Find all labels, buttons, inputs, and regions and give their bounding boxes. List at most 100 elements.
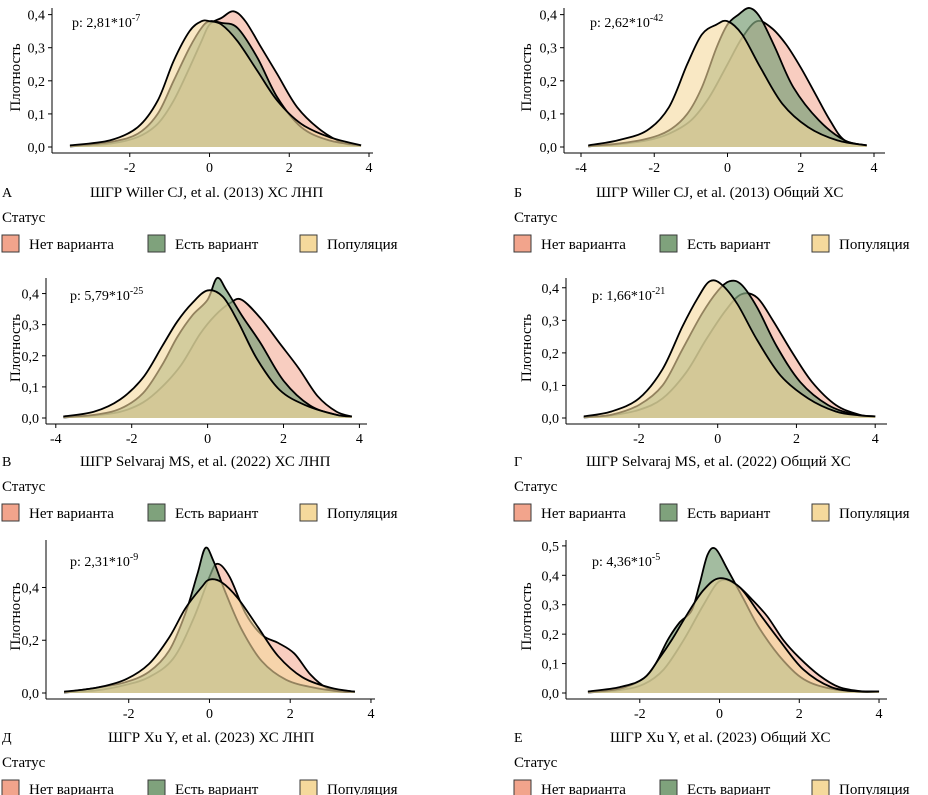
y-tick-label: 0,3 — [540, 42, 558, 57]
y-tick-label: 0,4 — [22, 288, 40, 303]
legend-key-2 — [659, 234, 678, 253]
p-value-base: p: 4,36*10 — [592, 555, 652, 570]
legend-label-3: Популяция — [327, 782, 398, 795]
panel-letter: Д — [2, 731, 12, 746]
p-value-exponent: -7 — [132, 13, 140, 24]
legend-1: Статус Нет варианта Есть вариант Популяция — [1, 210, 398, 253]
x-tick-label: 2 — [286, 161, 293, 176]
x-tick-label: 0 — [206, 707, 213, 722]
legend-label-1: Нет варианта — [541, 237, 626, 253]
y-tick-label: 0,1 — [542, 379, 560, 394]
legend-6: Статус Нет варианта Есть вариант Популяция — [513, 755, 910, 795]
x-tick-label: 0 — [206, 161, 213, 176]
legend-key-1 — [1, 779, 20, 795]
legend-label-3: Популяция — [839, 782, 910, 795]
y-tick-label: 0,1 — [28, 108, 46, 123]
y-axis-label: Плотность — [8, 43, 24, 111]
y-tick-label: 0,2 — [542, 628, 560, 643]
y-tick-label: 0,2 — [540, 75, 558, 90]
y-tick-label: 0,4 — [28, 9, 46, 24]
legend-label-3: Популяция — [327, 506, 398, 522]
y-tick-label: 0,0 — [542, 412, 560, 427]
density-line-4-1 — [583, 279, 876, 418]
legend-2: Статус Нет варианта Есть вариант Популяция — [513, 210, 910, 253]
x-tick-label: 4 — [871, 161, 878, 176]
y-tick-label: 0,3 — [542, 314, 560, 329]
y-tick-label: 0,2 — [22, 350, 40, 365]
x-tick-label: -2 — [634, 707, 646, 722]
legend-key-3 — [299, 234, 318, 253]
y-tick-label: 0,3 — [22, 319, 40, 334]
x-tick-label: -4 — [50, 432, 62, 447]
legend-3: Статус Нет варианта Есть вариант Популяция — [1, 479, 398, 522]
x-tick-label: 2 — [287, 707, 294, 722]
legend-key-3 — [811, 503, 830, 522]
legend-key-2 — [659, 503, 678, 522]
legend-title: Статус — [514, 755, 558, 771]
y-tick-label: 0,1 — [540, 108, 558, 123]
y-axis-label: Плотность — [519, 43, 535, 111]
legend-key-3 — [299, 503, 318, 522]
legend-key-2 — [659, 779, 678, 795]
legend-label-3: Популяция — [839, 506, 910, 522]
legend-title: Статус — [514, 210, 558, 226]
p-value-exponent: -9 — [130, 552, 138, 563]
legend-label-1: Нет варианта — [541, 506, 626, 522]
x-tick-label: 0 — [716, 707, 723, 722]
legend-key-3 — [299, 779, 318, 795]
x-axis-label: ШГР Selvaraj MS, et al. (2022) Общий ХС — [586, 454, 851, 470]
legend-5: Статус Нет варианта Есть вариант Популяция — [1, 755, 398, 795]
x-tick-label: 0 — [724, 161, 731, 176]
chart-panel-4: 0,0 0,1 0,2 0,3 0,4 -2 0 2 4 Плотность Г ШГР Selvar… — [514, 278, 887, 470]
x-tick-label: 4 — [367, 707, 374, 722]
y-axis-label: Плотность — [519, 582, 535, 650]
p-value-base: p: 2,62*10 — [590, 16, 650, 31]
panel-letter: Г — [514, 455, 522, 470]
y-tick-label: 0,4 — [542, 569, 560, 584]
x-tick-label: 4 — [366, 161, 373, 176]
chart-panel-5: 0,0 0,2 0,4 -2 0 2 4 Плотность Д ШГР Xu Y, et al.… — [2, 540, 375, 746]
p-value-annotation: p: 5,79*10-25 — [70, 286, 143, 304]
legend-label-2: Есть вариант — [687, 782, 771, 795]
density-area-3-1 — [63, 290, 352, 418]
density-area-1-1 — [69, 20, 362, 148]
legend-label-2: Есть вариант — [687, 506, 771, 522]
y-tick-label: 0,0 — [542, 687, 560, 702]
panel-letter: Е — [514, 731, 523, 746]
legend-4: Статус Нет варианта Есть вариант Популяция — [513, 479, 910, 522]
x-tick-label: -2 — [123, 707, 135, 722]
y-axis-label: Плотность — [8, 314, 24, 382]
legend-label-1: Нет варианта — [29, 506, 114, 522]
x-tick-label: -4 — [575, 161, 587, 176]
y-tick-label: 0,2 — [22, 634, 40, 649]
legend-key-3 — [811, 779, 830, 795]
legend-key-1 — [513, 503, 532, 522]
legend-title: Статус — [2, 479, 46, 495]
x-tick-label: 4 — [876, 707, 883, 722]
chart-panel-3: 0,0 0,1 0,2 0,3 0,4 -4 -2 0 2 4 Плотность В ШГР Selv… — [2, 276, 367, 470]
panel-letter: В — [2, 455, 11, 470]
legend-label-2: Есть вариант — [175, 506, 259, 522]
y-tick-label: 0,0 — [22, 412, 40, 427]
legend-label-1: Нет варианта — [29, 237, 114, 253]
x-axis-label: ШГР Willer CJ, et al. (2013) ХС ЛНП — [90, 185, 323, 201]
panel-letter: Б — [514, 186, 522, 201]
y-tick-label: 0,0 — [22, 687, 40, 702]
x-tick-label: -2 — [648, 161, 660, 176]
y-tick-label: 0,4 — [542, 282, 560, 297]
legend-key-1 — [513, 779, 532, 795]
density-line-5-1 — [64, 578, 355, 693]
legend-title: Статус — [514, 479, 558, 495]
legend-key-1 — [1, 234, 20, 253]
density-line-2-1 — [588, 19, 867, 147]
x-tick-label: -2 — [633, 432, 645, 447]
panel-letter: А — [2, 186, 13, 201]
y-tick-label: 0,2 — [542, 347, 560, 362]
legend-label-1: Нет варианта — [541, 782, 626, 795]
legend-label-2: Есть вариант — [175, 237, 259, 253]
x-tick-label: 4 — [872, 432, 879, 447]
legend-key-1 — [1, 503, 20, 522]
y-tick-label: 0,4 — [22, 581, 40, 596]
x-axis-label: ШГР Selvaraj MS, et al. (2022) ХС ЛНП — [80, 454, 331, 470]
chart-panel-6: 0,0 0,1 0,2 0,3 0,4 0,5 -2 0 2 4 Плотность Е ШГР Xu … — [514, 540, 887, 746]
